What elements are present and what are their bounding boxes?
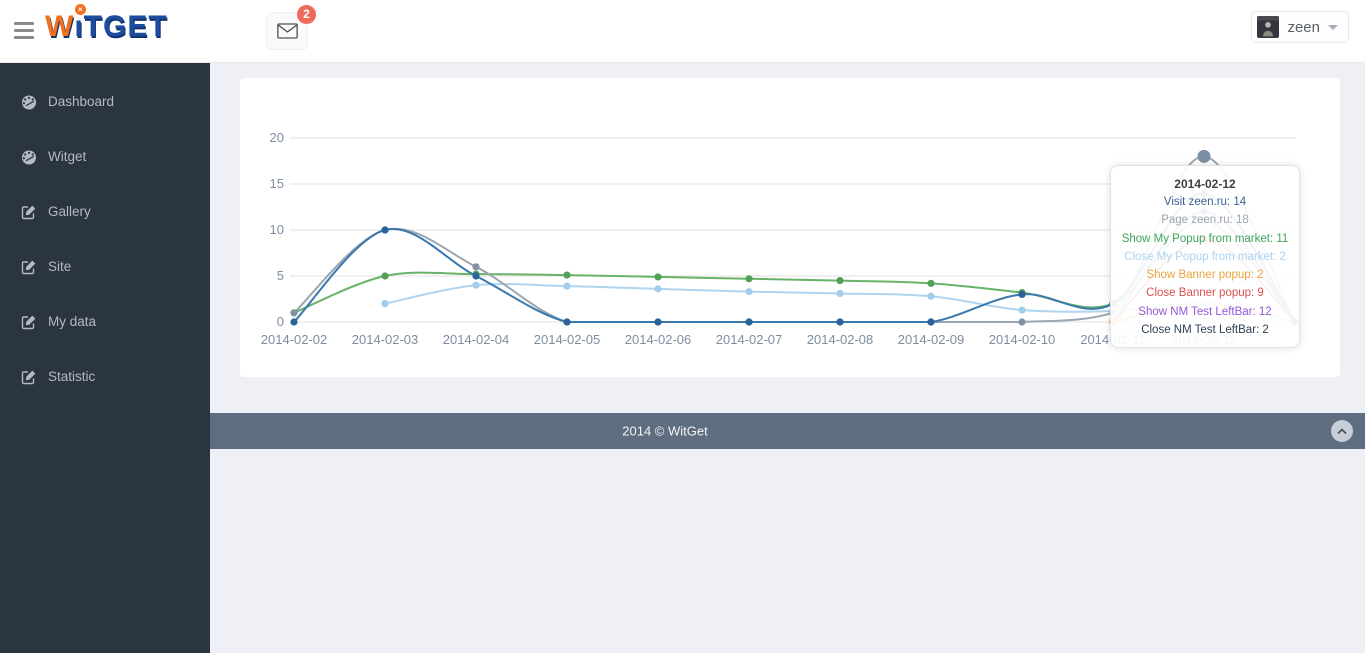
sidebar-item-gallery[interactable]: Gallery xyxy=(0,184,210,239)
svg-text:2014-02-07: 2014-02-07 xyxy=(716,332,783,347)
tooltip-row: Show NM Test LeftBar: 12 xyxy=(1138,305,1272,318)
svg-text:5: 5 xyxy=(277,268,284,283)
chevron-down-icon xyxy=(1328,24,1338,30)
statistics-chart-card: 0 5 10 15 20 2014-02-02 2014-02-03 2014-02-04 20… xyxy=(240,78,1340,377)
chart-tooltip: 2014-02-12 Visit zeen.ru: 14 Page zeen.ru… xyxy=(1110,165,1300,349)
sidebar-item-site[interactable]: Site xyxy=(0,239,210,294)
svg-text:2014-02-08: 2014-02-08 xyxy=(807,332,874,347)
svg-text:2014-02-02: 2014-02-02 xyxy=(261,332,328,347)
header: Wı × TGET 2 zeen xyxy=(0,0,1365,63)
footer: 2014 © WitGet xyxy=(210,413,1365,449)
svg-text:2014-02-03: 2014-02-03 xyxy=(352,332,419,347)
svg-text:2014-02-09: 2014-02-09 xyxy=(898,332,965,347)
edit-icon xyxy=(21,260,36,274)
sidebar-item-label: Gallery xyxy=(48,204,91,219)
chevron-up-icon xyxy=(1337,427,1347,434)
logo-rest: TGET xyxy=(83,10,168,43)
svg-text:2014-02-05: 2014-02-05 xyxy=(534,332,601,347)
sidebar-item-label: Statistic xyxy=(48,369,96,384)
scroll-to-top-button[interactable] xyxy=(1331,420,1353,442)
copyright-text: 2014 © WitGet xyxy=(622,423,708,439)
svg-text:2014-02-06: 2014-02-06 xyxy=(625,332,692,347)
messages-button[interactable]: 2 xyxy=(266,5,316,50)
tooltip-row: Show Banner popup: 2 xyxy=(1146,269,1264,282)
sidebar-item-label: Site xyxy=(48,259,72,274)
hamburger-menu-icon[interactable] xyxy=(14,22,34,39)
tooltip-date: 2014-02-12 xyxy=(1174,177,1236,191)
tooltip-row: Page zeen.ru: 18 xyxy=(1161,214,1249,227)
avatar xyxy=(1257,16,1280,38)
svg-text:10: 10 xyxy=(270,222,284,237)
tooltip-row: Visit zeen.ru: 14 xyxy=(1163,196,1247,208)
dashboard-icon xyxy=(22,95,36,109)
unread-count-badge: 2 xyxy=(297,5,316,24)
user-name: zeen xyxy=(1287,18,1320,36)
sidebar-item-my-data[interactable]: My data xyxy=(0,294,210,349)
logo-w: W xyxy=(45,10,75,43)
tooltip-row: Close Banner popup: 9 xyxy=(1146,287,1264,300)
logo-dot-icon: × xyxy=(74,3,88,16)
sidebar: Dashboard Witget Gallery Site xyxy=(0,62,210,653)
edit-icon xyxy=(21,370,36,384)
tooltip-row: Close My Popup from market: 2 xyxy=(1124,250,1286,263)
witget-logo[interactable]: Wı × TGET xyxy=(45,3,168,44)
sidebar-item-label: My data xyxy=(48,314,97,329)
user-menu-button[interactable]: zeen xyxy=(1251,11,1349,43)
sidebar-item-label: Witget xyxy=(48,149,87,164)
envelope-icon xyxy=(276,23,298,39)
sidebar-item-dashboard[interactable]: Dashboard xyxy=(0,74,210,129)
sidebar-item-witget[interactable]: Witget xyxy=(0,129,210,184)
tooltip-rows: Visit zeen.ru: 14 Page zeen.ru: 18 Show My… xyxy=(1114,193,1296,339)
dashboard-icon xyxy=(22,150,36,164)
main-content: 0 5 10 15 20 2014-02-02 2014-02-03 2014-02-04 20… xyxy=(210,62,1365,653)
edit-icon xyxy=(21,315,36,329)
logo-i: ı × xyxy=(74,3,88,43)
svg-text:2014-02-04: 2014-02-04 xyxy=(443,332,510,347)
svg-text:2014-02-10: 2014-02-10 xyxy=(989,332,1056,347)
svg-text:0: 0 xyxy=(277,314,284,329)
svg-text:15: 15 xyxy=(270,176,284,191)
sidebar-item-label: Dashboard xyxy=(48,94,115,109)
tooltip-row: Show My Popup from market: 11 xyxy=(1121,232,1289,245)
sidebar-item-statistic[interactable]: Statistic xyxy=(0,349,210,404)
edit-icon xyxy=(21,205,36,219)
tooltip-row: Close NM Test LeftBar: 2 xyxy=(1141,324,1269,337)
svg-text:20: 20 xyxy=(270,130,284,145)
